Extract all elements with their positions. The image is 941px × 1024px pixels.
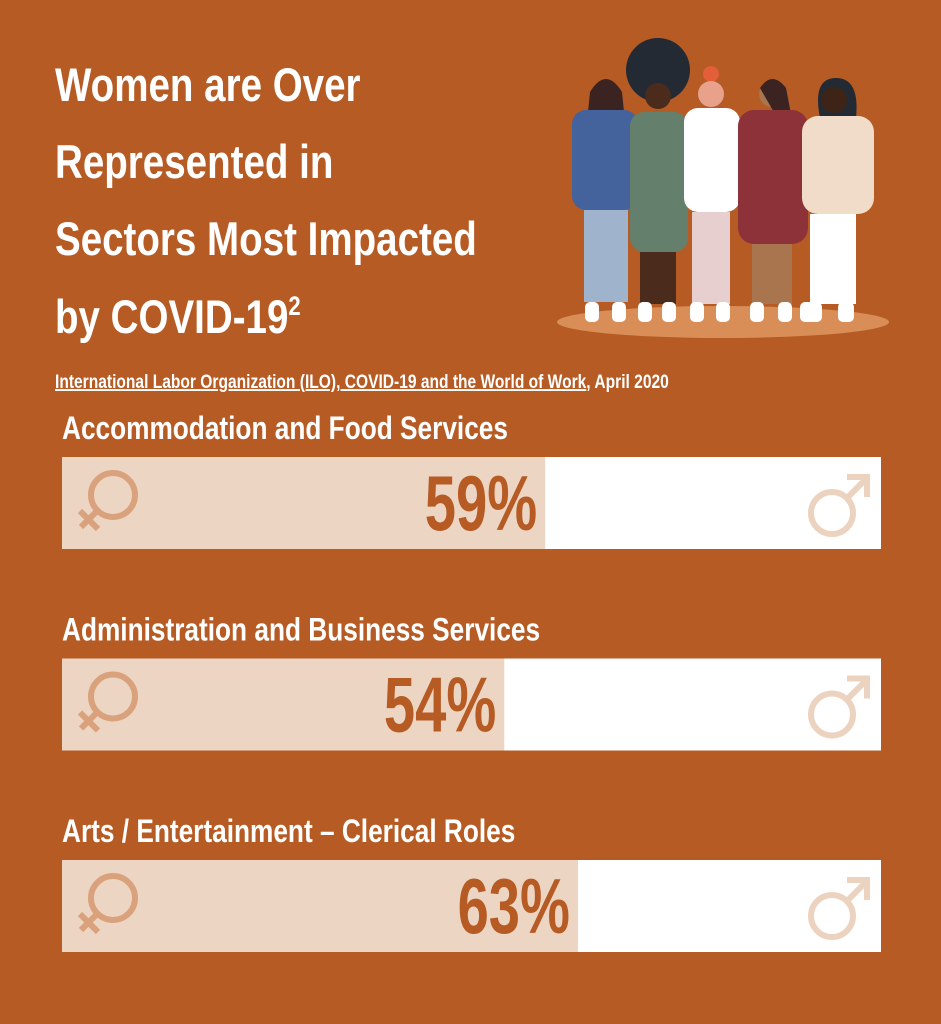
category-label: Accommodation and Food Services bbox=[62, 412, 508, 447]
chart-title-line: Women are Over bbox=[55, 59, 361, 111]
source-date: , April 2020 bbox=[586, 371, 668, 393]
title-group: by COVID-192 Women are Over Represented i… bbox=[55, 59, 477, 343]
female-icon bbox=[77, 873, 138, 935]
bar bbox=[62, 860, 578, 952]
source: International Labor Organization (ILO), … bbox=[55, 371, 669, 393]
male-arrowhead bbox=[847, 675, 870, 699]
value-label: 54% bbox=[384, 661, 496, 748]
source-group: International Labor Organization (ILO), … bbox=[55, 371, 669, 393]
value-label-group: 54% bbox=[384, 661, 496, 748]
category-label-group: Arts / Entertainment – Clerical Roles bbox=[62, 815, 515, 850]
male-arrow bbox=[844, 476, 869, 501]
male-icon bbox=[808, 675, 870, 739]
male-circle bbox=[808, 690, 856, 739]
female-icon bbox=[77, 671, 138, 733]
female-icon bbox=[77, 470, 138, 532]
male-arrowhead bbox=[847, 877, 870, 900]
source-link[interactable]: International Labor Organization (ILO), … bbox=[55, 371, 587, 393]
value-label-group: 59% bbox=[425, 460, 537, 547]
male-circle bbox=[808, 489, 856, 537]
male-arrow bbox=[844, 879, 869, 904]
chart-title-line: Represented in bbox=[55, 136, 333, 188]
value-label-group: 63% bbox=[458, 863, 570, 950]
male-icon bbox=[808, 474, 870, 537]
female-cross bbox=[77, 710, 101, 733]
value-label: 63% bbox=[458, 863, 570, 950]
female-circle bbox=[88, 671, 138, 722]
value-label: 59% bbox=[425, 460, 537, 547]
chart-title-line-text: by COVID-19 bbox=[55, 291, 288, 343]
category-label-group: Administration and Business Services bbox=[62, 613, 540, 648]
title-superscript: 2 bbox=[288, 292, 300, 322]
category-label: Administration and Business Services bbox=[62, 613, 540, 648]
female-cross bbox=[77, 508, 101, 532]
female-circle bbox=[88, 470, 138, 520]
category-label: Arts / Entertainment – Clerical Roles bbox=[62, 815, 515, 850]
male-arrowhead bbox=[847, 474, 870, 497]
chart-title-line: by COVID-192 bbox=[55, 291, 301, 343]
bar bbox=[62, 457, 546, 549]
male-icon bbox=[808, 877, 870, 940]
male-arrow bbox=[844, 678, 869, 702]
female-circle bbox=[88, 873, 138, 923]
illustration bbox=[557, 38, 889, 338]
category-label-group: Accommodation and Food Services bbox=[62, 412, 508, 447]
male-circle bbox=[808, 892, 856, 940]
female-cross bbox=[77, 911, 101, 935]
chart-title-line: Sectors Most Impacted bbox=[55, 213, 477, 265]
